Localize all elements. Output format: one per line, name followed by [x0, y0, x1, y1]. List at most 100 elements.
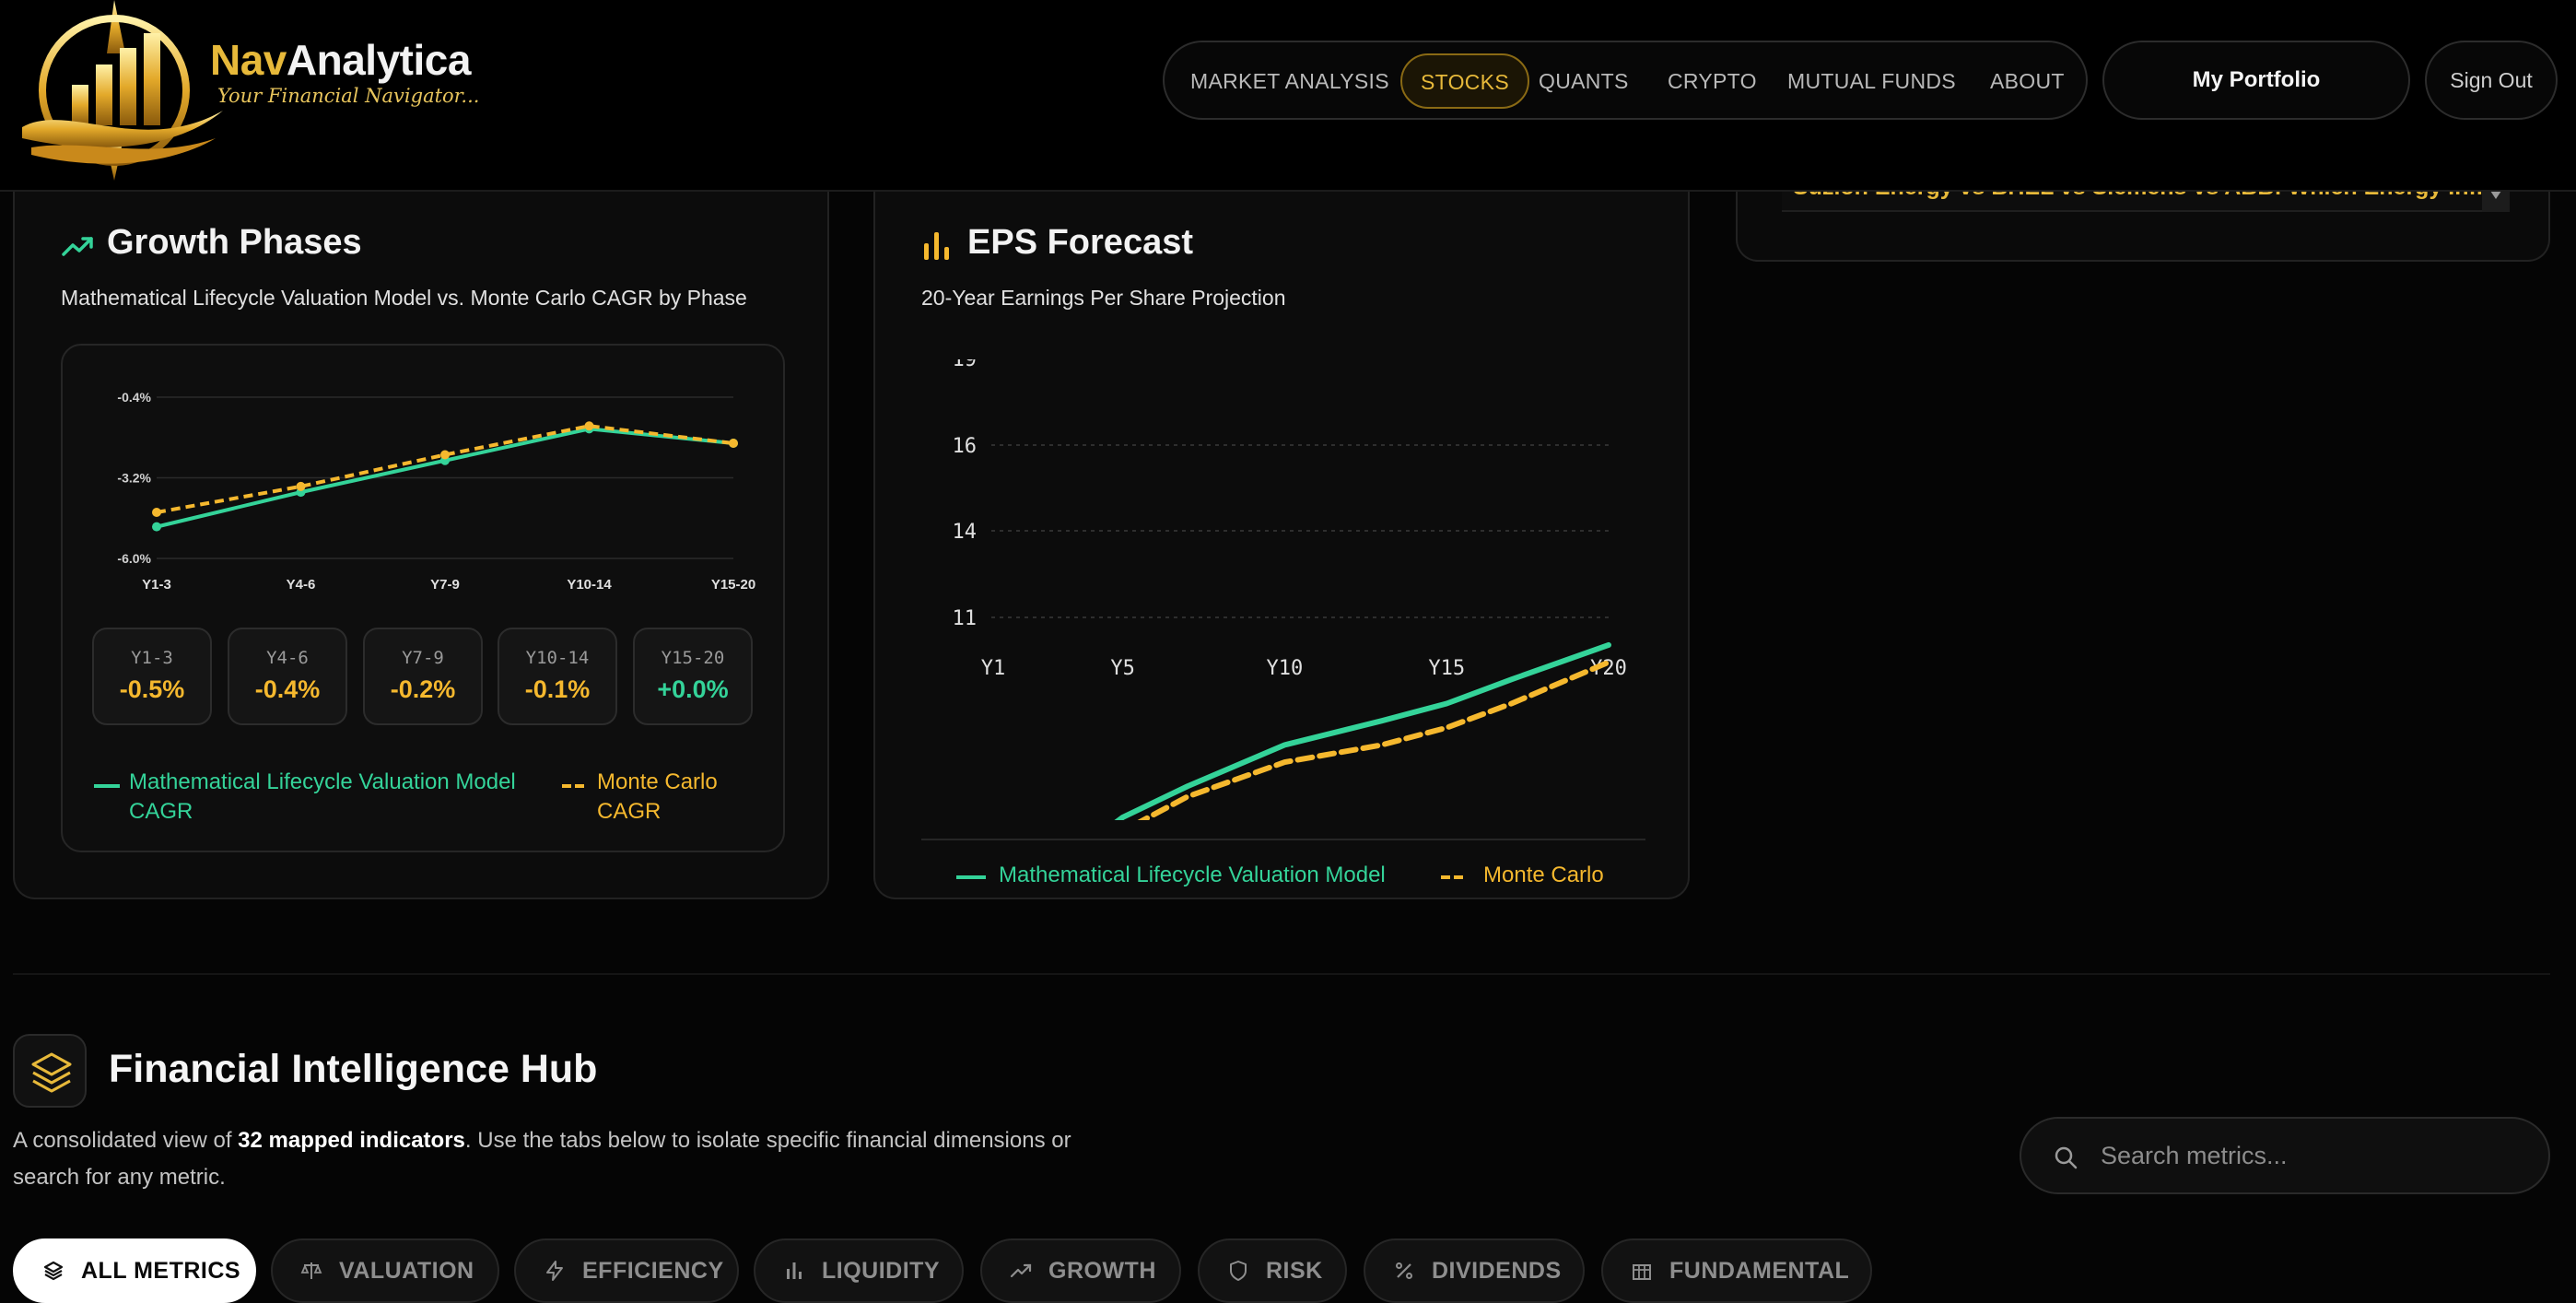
y-tick-label: 16: [953, 435, 978, 458]
phase-label: Y10-14: [525, 648, 590, 668]
tab-label: EFFICIENCY: [582, 1258, 724, 1284]
legend-monte-carlo-cagr: Monte Carlo CAGR: [597, 769, 718, 824]
eps-forecast-card: EPS Forecast 20-Year Earnings Per Share …: [873, 120, 1690, 899]
hub-title: Financial Intelligence Hub: [109, 1047, 598, 1091]
data-point: [152, 522, 161, 532]
legend-solid-swatch: [94, 784, 120, 788]
y-tick-label: -0.4%: [117, 390, 151, 405]
phase-label: Y15-20: [661, 648, 725, 668]
eps-forecast-subtitle: 20-Year Earnings Per Share Projection: [921, 286, 1286, 310]
nav-stocks[interactable]: STOCKS: [1400, 53, 1529, 109]
tab-label: GROWTH: [1048, 1258, 1156, 1284]
nav-about[interactable]: ABOUT: [1990, 69, 2065, 93]
data-point: [584, 421, 594, 431]
y-tick-label: -3.2%: [117, 471, 151, 486]
x-tick-label: Y4-6: [287, 577, 316, 593]
percent-icon: [1396, 1262, 1412, 1279]
hub-desc-count: 32 mapped indicators: [238, 1128, 465, 1153]
data-point: [296, 481, 306, 491]
top-navbar: NavAnalytica Your Financial Navigator...…: [0, 0, 2576, 192]
monte-carlo-line: [1137, 659, 1611, 820]
compass-logo-icon[interactable]: [13, 0, 225, 181]
data-point: [440, 450, 450, 460]
brand-name-part1: Nav: [210, 36, 287, 84]
lightning-icon: [546, 1261, 563, 1281]
y-tick-label: 19: [953, 359, 978, 371]
tab-label: DIVIDENDS: [1432, 1258, 1562, 1284]
eps-legend-divider: [921, 839, 1645, 840]
phase-card-y10-14: Y10-14 -0.1%: [498, 628, 617, 725]
section-divider: [13, 973, 2550, 975]
tab-fundamental[interactable]: FUNDAMENTAL: [1601, 1238, 1872, 1303]
phase-card-y1-3: Y1-3 -0.5%: [92, 628, 212, 725]
tab-efficiency[interactable]: EFFICIENCY: [514, 1238, 739, 1303]
metric-search[interactable]: [2020, 1117, 2550, 1194]
monte-carlo-line: [156, 424, 734, 514]
tab-label: LIQUIDITY: [822, 1258, 941, 1284]
data-point: [729, 439, 738, 448]
main-menu: MARKET ANALYSIS STOCKS QUANTS CRYPTO MUT…: [1163, 41, 2088, 120]
x-tick-label: Y1: [981, 657, 1006, 680]
trending-up-icon: [62, 237, 93, 256]
y-tick-label: 14: [953, 521, 978, 544]
model-line: [1114, 641, 1611, 820]
x-tick-label: Y10: [1267, 657, 1304, 680]
brand[interactable]: NavAnalytica Your Financial Navigator...: [210, 37, 479, 107]
legend-solid-swatch: [956, 875, 986, 879]
tab-label: ALL METRICS: [81, 1258, 241, 1284]
hub-description: A consolidated view of 32 mapped indicat…: [13, 1122, 1100, 1196]
brand-tagline: Your Financial Navigator...: [217, 85, 480, 107]
sign-out-button[interactable]: Sign Out: [2425, 41, 2558, 120]
phase-card-y15-20: Y15-20 +0.0%: [633, 628, 753, 725]
brand-name: NavAnalytica: [210, 37, 479, 83]
eps-forecast-title: EPS Forecast: [967, 223, 1193, 262]
phase-value: -0.4%: [254, 675, 321, 703]
nav-mutual-funds[interactable]: MUTUAL FUNDS: [1787, 69, 1956, 93]
phase-value: -0.1%: [524, 675, 591, 703]
tab-dividends[interactable]: DIVIDENDS: [1364, 1238, 1585, 1303]
phase-card-y4-6: Y4-6 -0.4%: [228, 628, 347, 725]
phase-label: Y1-3: [131, 648, 173, 668]
nav-quants[interactable]: QUANTS: [1539, 69, 1629, 93]
phase-value: -0.2%: [390, 675, 456, 703]
phase-card-y7-9: Y7-9 -0.2%: [363, 628, 483, 725]
data-point: [152, 508, 161, 517]
hub-desc-prefix: A consolidated view of: [13, 1128, 239, 1153]
phase-label: Y7-9: [402, 648, 444, 668]
shield-icon: [1230, 1261, 1247, 1281]
tab-label: VALUATION: [339, 1258, 474, 1284]
nav-market-analysis[interactable]: MARKET ANALYSIS: [1190, 69, 1389, 93]
tab-all-metrics[interactable]: ALL METRICS: [13, 1238, 256, 1303]
x-tick-label: Y15: [1428, 657, 1465, 680]
nav-crypto[interactable]: CRYPTO: [1668, 69, 1757, 93]
phase-value: +0.0%: [657, 675, 729, 703]
search-input[interactable]: [2099, 1119, 2532, 1192]
y-tick-label: -6.0%: [117, 551, 151, 566]
layers-icon: [43, 1261, 64, 1281]
x-tick-label: Y1-3: [142, 577, 171, 593]
tab-label: RISK: [1266, 1258, 1323, 1284]
growth-phases-card: Growth Phases Mathematical Lifecycle Val…: [13, 120, 829, 899]
scale-icon: [300, 1262, 322, 1279]
x-tick-label: Y15-20: [711, 577, 755, 593]
brand-name-part2: Analytica: [286, 36, 472, 84]
eps-forecast-chart: 2119161411Y1Y5Y10Y15Y20: [953, 359, 1627, 820]
my-portfolio-button[interactable]: My Portfolio: [2102, 41, 2410, 120]
phase-value: -0.5%: [119, 675, 185, 703]
legend-monte-carlo: Monte Carlo: [1483, 863, 1604, 887]
legend-dashed-swatch: [562, 784, 584, 788]
tab-liquidity[interactable]: LIQUIDITY: [754, 1238, 964, 1303]
growth-phases-title: Growth Phases: [107, 223, 362, 262]
bar-chart-icon: [924, 232, 949, 260]
x-tick-label: Y7-9: [430, 577, 460, 593]
growth-chart-panel: -0.4% -3.2% -6.0% Y1-3 Y4-6 Y7-9 Y10-14 Y15-20 …: [61, 344, 785, 852]
x-tick-label: Y10-14: [567, 577, 612, 593]
hub-desc-suffix: . Use the tabs below to isolate specific…: [13, 1128, 1071, 1190]
legend-dashed-swatch: [1441, 875, 1463, 879]
search-icon: [2055, 1146, 2078, 1169]
growth-cagr-chart: -0.4% -3.2% -6.0% Y1-3 Y4-6 Y7-9 Y10-14 Y15-20: [117, 390, 755, 593]
trending-up-icon: [1010, 1263, 1032, 1278]
phase-label: Y4-6: [266, 648, 309, 668]
legend-model-cagr: Mathematical Lifecycle Valuation Model C…: [129, 769, 516, 824]
bar-chart-icon: [787, 1262, 802, 1279]
